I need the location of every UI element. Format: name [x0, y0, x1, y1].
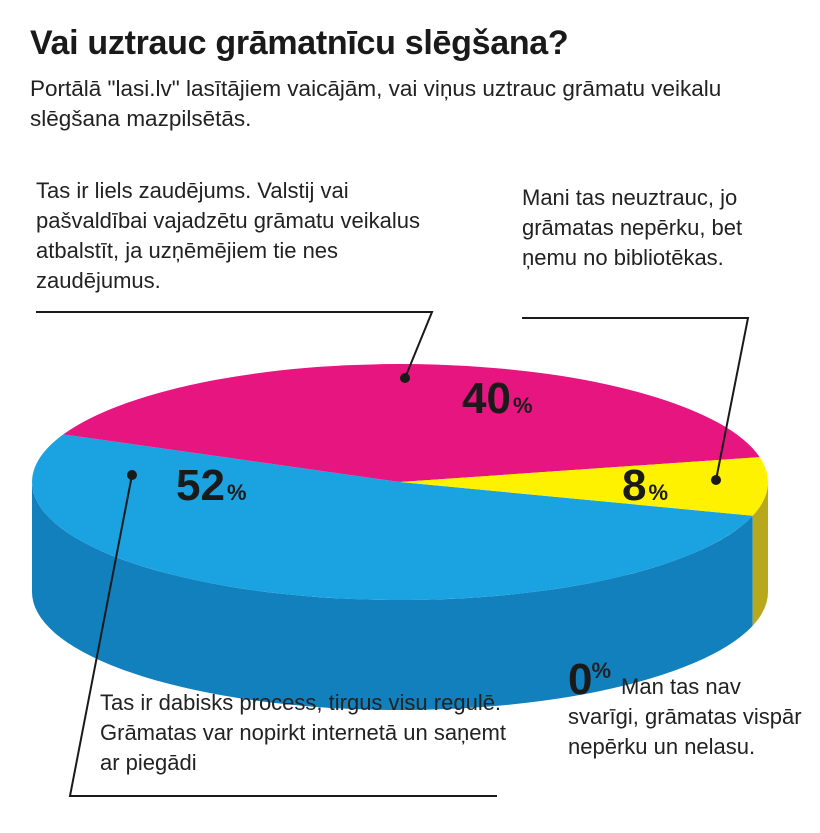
pie-slice-52 — [32, 434, 753, 601]
leader-dot-no-worry — [711, 475, 721, 485]
leader-line-big-loss — [36, 311, 434, 379]
leader-dot-big-loss — [400, 373, 410, 383]
chart-title: Vai uztrauc grāmatnīcu slēgšana? — [30, 24, 569, 62]
label-natural-process: Tas ir dabisks process, tirgus visu regu… — [100, 690, 506, 775]
label-zero-percent: 0%Man tas nav svarīgi, grāmatas vispār n… — [568, 656, 808, 762]
value-label-8: 8% — [622, 461, 668, 510]
zero-pct-sign: % — [591, 658, 612, 683]
chart-subtitle: Portālā "lasi.lv" lasītājiem vaicājām, v… — [30, 76, 722, 131]
pie-side-blue — [31, 482, 753, 711]
label-no-worry: Mani tas neuztrauc, jo grāmatas nepērku,… — [522, 185, 743, 270]
label-big-loss: Tas ir liels zaudējums. Valstij vai pašv… — [36, 178, 421, 293]
value-label-40: 40% — [462, 374, 533, 423]
zero-text: Man tas nav svarīgi, grāmatas vispār nep… — [568, 674, 802, 759]
pie-slice-8 — [400, 457, 769, 516]
pie-side-yellow — [752, 482, 768, 626]
pie-slice-40 — [63, 364, 760, 482]
value-label-52: 52% — [176, 461, 247, 510]
leader-line-no-worry — [522, 317, 750, 481]
leader-dot-natural — [127, 470, 137, 480]
zero-value: 0 — [568, 655, 593, 704]
leader-line-natural — [68, 474, 497, 797]
